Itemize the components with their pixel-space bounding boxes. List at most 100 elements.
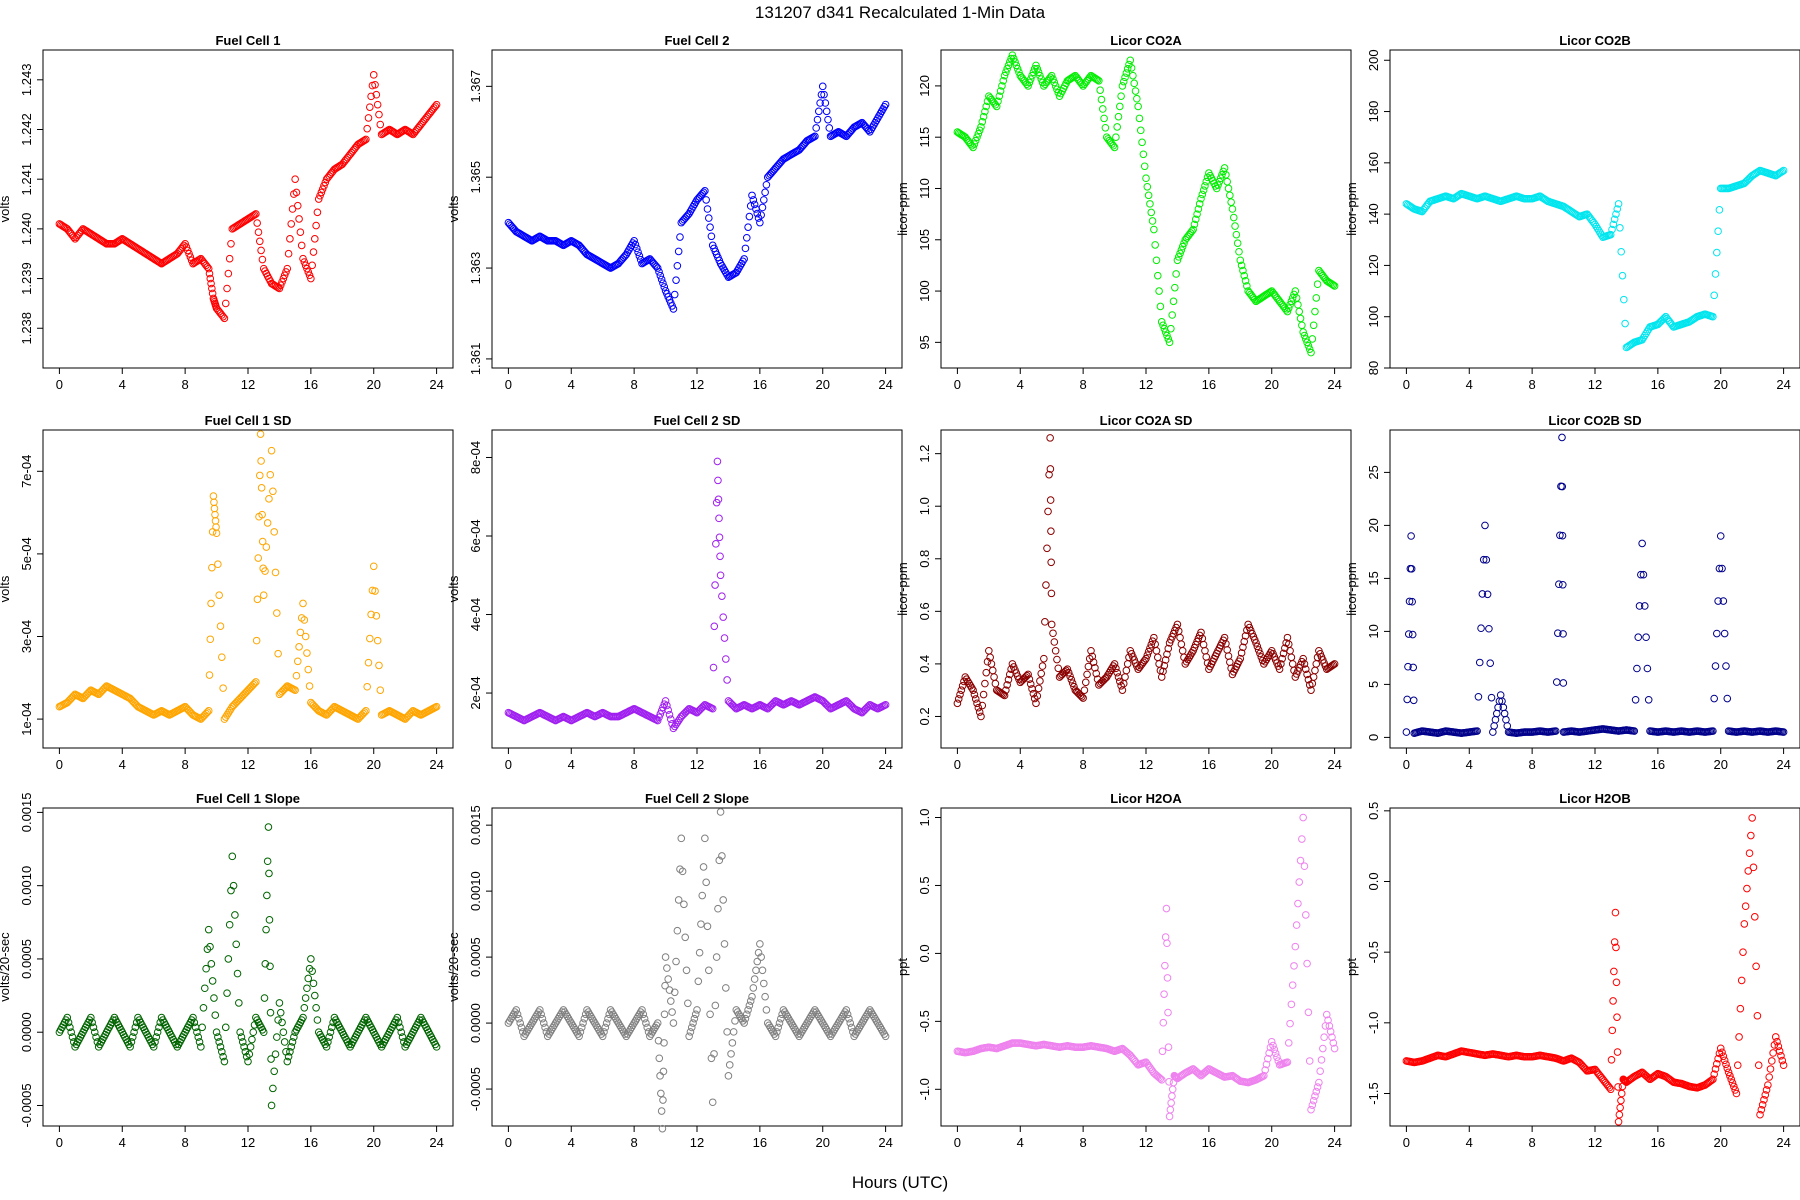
interp-point	[1277, 660, 1285, 668]
interp-point	[1101, 123, 1110, 132]
interp-point	[553, 1017, 561, 1025]
interp-point	[846, 701, 855, 709]
interp-point	[324, 1038, 332, 1046]
interp-point	[1144, 191, 1153, 200]
x-tick-label: 20	[1264, 1135, 1278, 1150]
interp-point	[867, 1008, 875, 1016]
interp-point	[611, 1014, 620, 1023]
interp-point	[308, 261, 316, 270]
interp-point	[1214, 181, 1222, 189]
interp-point	[210, 498, 218, 507]
interp-point	[1637, 570, 1645, 579]
interp-point	[195, 1038, 204, 1046]
interp-point	[318, 185, 327, 193]
interp-point	[1777, 1052, 1785, 1060]
interp-point	[574, 240, 582, 249]
y-tick-label: 120	[1366, 255, 1381, 277]
data-point	[1047, 71, 1056, 80]
interp-point	[1660, 314, 1669, 322]
data-point	[953, 699, 962, 708]
interp-point	[797, 1028, 806, 1036]
interp-point	[274, 649, 282, 658]
interp-point	[1177, 246, 1186, 254]
interp-point	[610, 1012, 619, 1021]
interp-point	[210, 504, 219, 513]
interp-point	[538, 1014, 547, 1023]
interp-point	[1047, 558, 1055, 567]
interp-point	[1199, 640, 1208, 649]
interp-point	[257, 484, 266, 492]
interp-point	[625, 1028, 633, 1036]
interp-point	[1614, 1083, 1622, 1091]
interp-point	[1224, 184, 1233, 193]
interp-point	[216, 1043, 225, 1051]
interp-point	[1261, 657, 1269, 666]
y-tick-label: 1.361	[468, 343, 483, 376]
x-tick-label: 16	[1651, 377, 1665, 392]
interp-point	[1160, 661, 1169, 670]
data-point	[1716, 532, 1725, 540]
x-tick-label: 12	[1139, 377, 1153, 392]
interp-point	[957, 686, 966, 694]
data-point	[591, 1019, 599, 1027]
data-point	[543, 1032, 552, 1041]
data-point	[1142, 654, 1150, 663]
data-point	[1157, 318, 1166, 326]
interp-point	[1593, 224, 1602, 233]
interp-point	[271, 568, 280, 577]
data-point	[220, 1057, 229, 1066]
interp-point	[1034, 68, 1043, 77]
interp-point	[1033, 65, 1042, 73]
interp-point	[655, 268, 663, 276]
data-point	[724, 1072, 733, 1080]
interp-point	[1486, 659, 1495, 668]
y-tick-label: 0.8	[917, 550, 932, 568]
interp-point	[1311, 1092, 1319, 1100]
interp-point	[744, 223, 752, 231]
interp-point	[601, 1023, 610, 1032]
data-point	[256, 430, 265, 438]
interp-point	[673, 926, 682, 935]
interp-point	[1303, 670, 1311, 679]
panel-fuel-cell-1: Fuel Cell 1 volts 0 4 8 12 16 20 24 1.238 1.239 1.2…	[0, 33, 454, 392]
interp-point	[562, 1010, 570, 1019]
interp-point	[1199, 186, 1208, 194]
interp-point	[1201, 182, 1209, 190]
data-point	[763, 1019, 772, 1027]
panel-title: Licor CO2B	[1559, 33, 1631, 48]
interp-point	[759, 979, 768, 988]
interp-point	[556, 1010, 565, 1019]
interp-point	[1552, 678, 1561, 686]
data-point	[1181, 660, 1190, 668]
data-point	[512, 1006, 521, 1014]
interp-point	[765, 1021, 773, 1030]
interp-point	[297, 241, 306, 250]
y-tick-label: 100	[1366, 306, 1381, 328]
interp-point	[807, 1012, 815, 1021]
y-tick-label: 15	[1366, 571, 1381, 585]
data-point	[181, 239, 189, 248]
x-tick-label: 24	[878, 1135, 892, 1150]
interp-point	[872, 1017, 881, 1025]
interp-point	[325, 1033, 334, 1041]
interp-point	[1051, 82, 1060, 90]
interp-point	[1188, 227, 1196, 236]
data-point	[1709, 312, 1717, 321]
interp-point	[714, 476, 722, 485]
y-tick-label: 0.0000	[19, 1012, 34, 1052]
interp-point	[267, 1055, 275, 1063]
interp-point	[1731, 1086, 1739, 1094]
interp-point	[660, 283, 669, 291]
interp-point	[702, 878, 710, 887]
interp-point	[258, 510, 266, 519]
interp-point	[715, 514, 723, 523]
interp-point	[657, 275, 666, 284]
data-point	[1764, 1081, 1772, 1089]
interp-point	[845, 699, 853, 708]
interp-point	[1129, 71, 1137, 80]
interp-point	[880, 1030, 889, 1038]
data-point	[520, 1032, 528, 1041]
interp-point	[211, 1011, 220, 1019]
interp-point	[1256, 649, 1264, 658]
interp-point	[214, 1033, 222, 1041]
